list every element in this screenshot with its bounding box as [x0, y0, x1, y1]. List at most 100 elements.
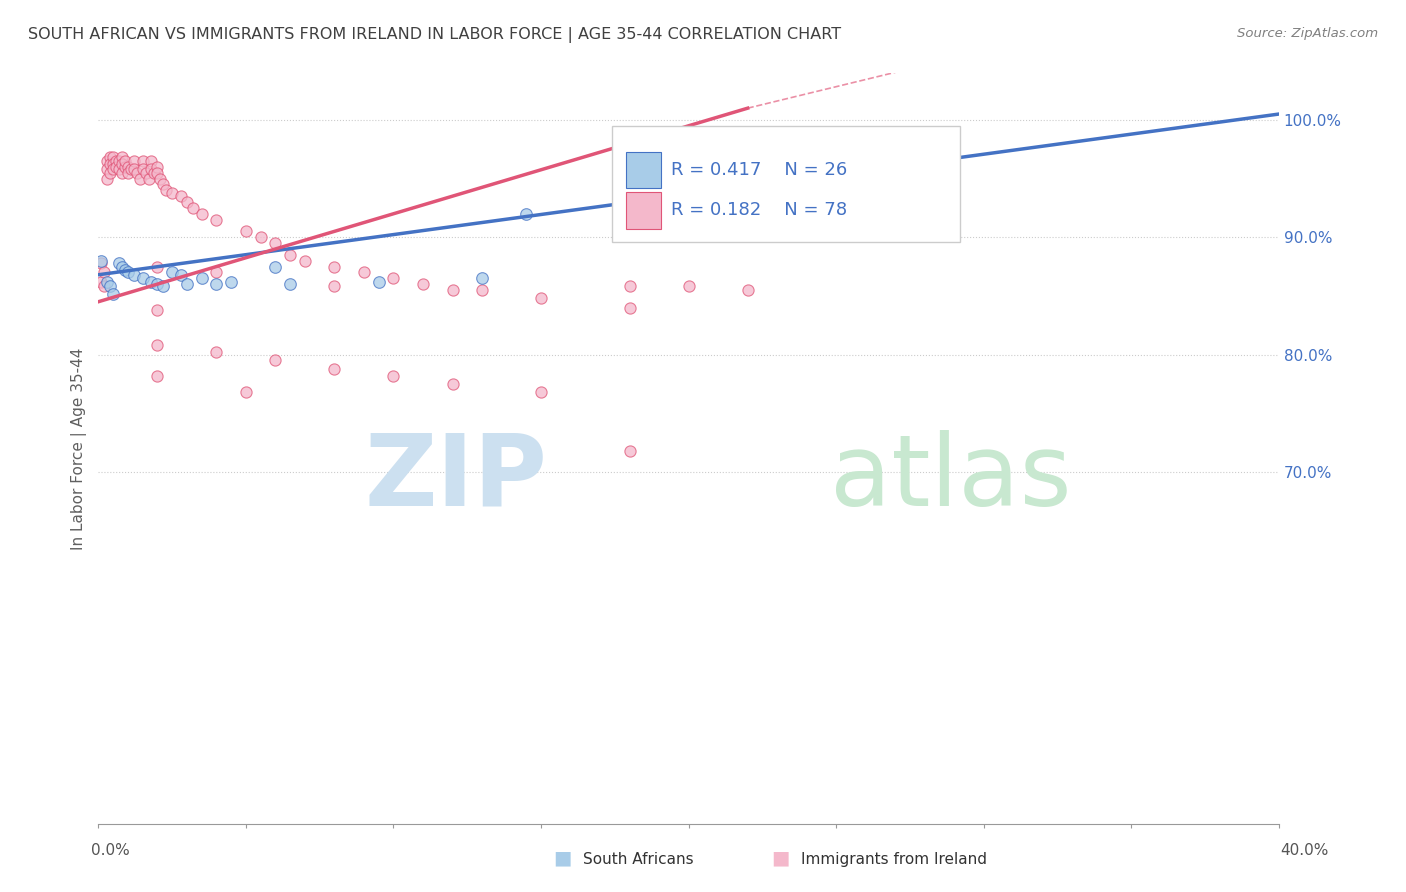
Bar — [626, 193, 661, 228]
Point — [108, 153, 131, 168]
Point — [278, 248, 301, 262]
Point — [176, 194, 198, 209]
Bar — [626, 152, 661, 188]
Point — [249, 230, 271, 244]
Point — [135, 166, 157, 180]
Point — [146, 302, 169, 317]
Point — [108, 256, 131, 270]
Point — [146, 260, 169, 274]
Point — [117, 166, 139, 180]
Point — [146, 338, 169, 352]
Point — [149, 171, 172, 186]
Point — [114, 160, 136, 174]
Point — [264, 353, 287, 368]
Point — [146, 160, 169, 174]
Point — [96, 162, 118, 177]
Point — [122, 268, 145, 282]
Point — [205, 265, 228, 279]
Text: 40.0%: 40.0% — [1281, 843, 1329, 858]
Point — [143, 166, 166, 180]
Point — [530, 385, 553, 400]
Point — [93, 265, 115, 279]
Point — [111, 166, 134, 180]
Point — [98, 279, 121, 293]
Point — [205, 277, 228, 292]
Point — [264, 236, 287, 251]
Text: R = 0.182    N = 78: R = 0.182 N = 78 — [671, 202, 846, 219]
Point — [170, 268, 193, 282]
Point — [181, 201, 204, 215]
Point — [382, 368, 405, 383]
Point — [441, 376, 464, 391]
Point — [146, 368, 169, 383]
Point — [152, 279, 174, 293]
FancyBboxPatch shape — [612, 126, 960, 242]
Point — [111, 157, 134, 171]
Point — [737, 283, 759, 297]
Point — [441, 283, 464, 297]
Point — [122, 153, 145, 168]
Point — [141, 153, 163, 168]
Text: South Africans: South Africans — [583, 852, 695, 867]
Point — [152, 178, 174, 192]
Point — [176, 277, 198, 292]
Point — [120, 162, 142, 177]
Point — [205, 212, 228, 227]
Point — [101, 286, 124, 301]
Point — [131, 162, 153, 177]
Point — [101, 151, 124, 165]
Point — [412, 277, 434, 292]
Point — [619, 301, 641, 315]
Point — [943, 183, 966, 197]
Point — [160, 265, 183, 279]
Point — [98, 166, 121, 180]
Point — [114, 153, 136, 168]
Point — [515, 207, 537, 221]
Point — [105, 160, 128, 174]
Text: SOUTH AFRICAN VS IMMIGRANTS FROM IRELAND IN LABOR FORCE | AGE 35-44 CORRELATION : SOUTH AFRICAN VS IMMIGRANTS FROM IRELAND… — [28, 27, 841, 43]
Text: 0.0%: 0.0% — [91, 843, 131, 858]
Point — [146, 166, 169, 180]
Y-axis label: In Labor Force | Age 35-44: In Labor Force | Age 35-44 — [72, 347, 87, 549]
Point — [471, 283, 494, 297]
Point — [155, 183, 177, 197]
Point — [96, 153, 118, 168]
Point — [101, 157, 124, 171]
Point — [170, 189, 193, 203]
Point — [323, 279, 346, 293]
Point — [114, 263, 136, 277]
Point — [323, 361, 346, 376]
Text: R = 0.417    N = 26: R = 0.417 N = 26 — [671, 161, 848, 178]
Text: ZIP: ZIP — [364, 430, 547, 527]
Point — [111, 260, 134, 274]
Point — [125, 166, 148, 180]
Point — [141, 162, 163, 177]
Text: atlas: atlas — [831, 430, 1071, 527]
Text: ■: ■ — [553, 848, 572, 867]
Point — [471, 271, 494, 285]
Point — [264, 260, 287, 274]
Point — [98, 151, 121, 165]
Point — [530, 291, 553, 305]
Point — [235, 385, 257, 400]
Point — [160, 186, 183, 200]
Point — [111, 151, 134, 165]
Point — [90, 256, 112, 270]
Point — [131, 271, 153, 285]
Point — [96, 171, 118, 186]
Point — [235, 224, 257, 238]
Point — [90, 253, 112, 268]
Point — [619, 279, 641, 293]
Point — [367, 275, 389, 289]
Point — [353, 265, 375, 279]
Point — [138, 171, 160, 186]
Point — [382, 271, 405, 285]
Text: ■: ■ — [770, 848, 790, 867]
Point — [96, 275, 118, 289]
Point — [98, 157, 121, 171]
Point — [93, 279, 115, 293]
Point — [146, 277, 169, 292]
Point — [90, 275, 112, 289]
Point — [219, 275, 242, 289]
Point — [190, 271, 212, 285]
